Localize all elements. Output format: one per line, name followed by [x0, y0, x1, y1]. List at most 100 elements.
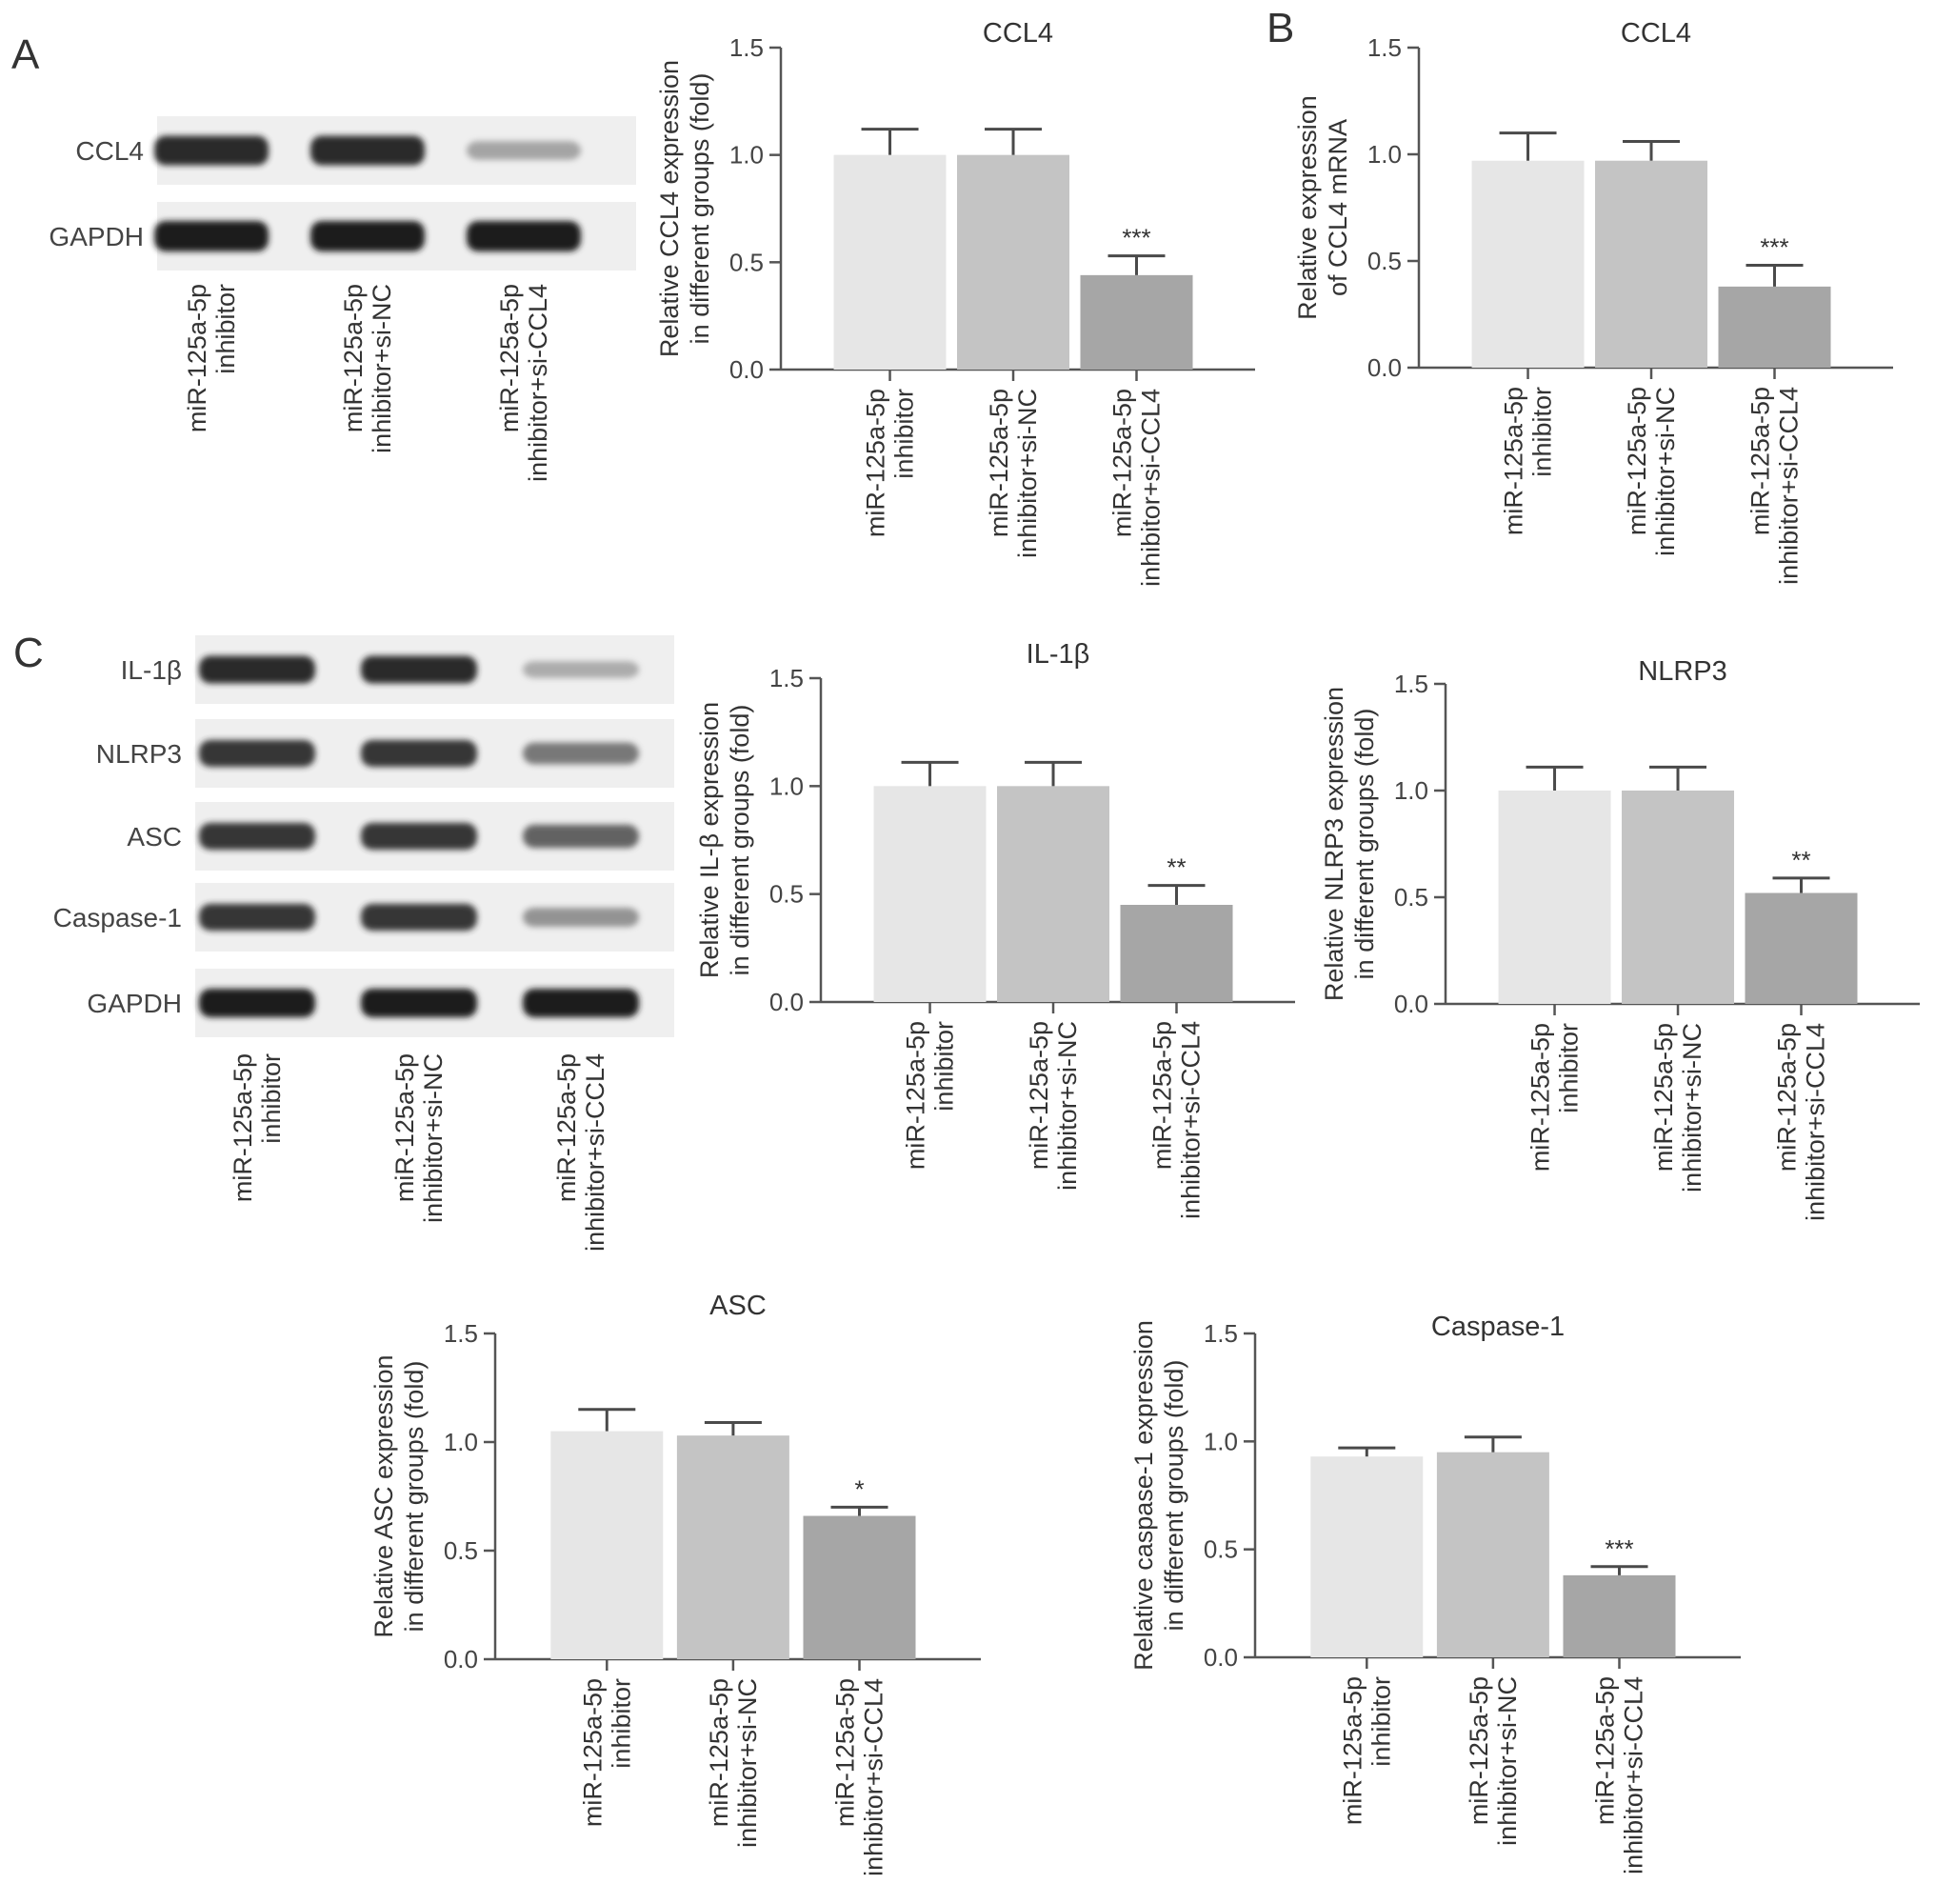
y-axis-label: Relative caspase-1 expressionin differen…	[1129, 1320, 1188, 1671]
bar	[1436, 1452, 1549, 1657]
y-tick-label: 1.5	[1204, 1319, 1238, 1348]
significance-marker: ***	[1122, 224, 1150, 252]
bar	[833, 154, 947, 370]
blot-row-label: GAPDH	[87, 989, 182, 1018]
blot-band	[361, 822, 477, 851]
blot-band	[361, 655, 477, 684]
y-tick-label: 1.5	[769, 664, 804, 692]
blot-lane-label: miR-125a-5pinhibitor	[183, 284, 240, 432]
bar	[1080, 274, 1193, 370]
y-tick-label: 0.5	[769, 880, 804, 909]
bar-charts: CCL4 0.0 0.5 1.0 1.5 Relative CCL4 expression…	[369, 18, 1920, 1876]
blot-band	[361, 989, 477, 1017]
bar	[550, 1431, 664, 1659]
x-tick-label: miR-125a-5pinhibitor	[1500, 387, 1557, 535]
western-blots: CCL4 GAPDH miR-125a-5pinhibitor miR-125a-5p…	[49, 116, 674, 1252]
blot-a: CCL4 GAPDH miR-125a-5pinhibitor miR-125a-5p…	[49, 116, 636, 482]
y-axis-label: Relative expressionof CCL4 mRNA	[1293, 95, 1352, 320]
chart-title: CCL4	[1621, 18, 1691, 49]
blot-band	[199, 739, 315, 768]
y-tick-label: 1.0	[769, 772, 804, 800]
blot-band	[523, 989, 639, 1017]
blot-lane-label: miR-125a-5pinhibitor+si-CCL4	[495, 284, 552, 482]
y-tick-label: 0.5	[1367, 247, 1402, 275]
chart-c-nlrp3: NLRP3 0.0 0.5 1.0 1.5 Relative NLRP3 expressi…	[1320, 656, 1920, 1221]
x-tick-label: miR-125a-5pinhibitor	[862, 389, 919, 537]
blot-band	[310, 221, 425, 251]
blot-row-label: GAPDH	[49, 222, 144, 251]
x-tick-label: miR-125a-5pinhibitor+si-CCL4	[1108, 389, 1166, 587]
y-tick-label: 0.5	[1204, 1535, 1238, 1564]
x-tick-label: miR-125a-5pinhibitor	[902, 1021, 959, 1170]
x-tick-label: miR-125a-5pinhibitor+si-CCL4	[1746, 387, 1804, 585]
chart-title: IL-1β	[1027, 639, 1090, 670]
chart-title: NLRP3	[1638, 656, 1727, 687]
blot-band	[523, 742, 639, 765]
blot-band	[523, 661, 639, 678]
y-tick-label: 0.0	[729, 355, 764, 384]
bar	[1745, 892, 1858, 1004]
blot-lane-label: miR-125a-5pinhibitor+si-CCL4	[552, 1053, 609, 1252]
x-tick-label: miR-125a-5pinhibitor	[1526, 1023, 1584, 1172]
blot-lane-label: miR-125a-5pinhibitor	[229, 1053, 286, 1202]
y-tick-label: 1.5	[729, 33, 764, 62]
y-tick-label: 1.5	[444, 1319, 478, 1348]
blot-band	[467, 221, 581, 251]
panel-label-b: B	[1267, 5, 1294, 51]
chart-b-ccl4: CCL4 0.0 0.5 1.0 1.5 Relative expressionof CC…	[1293, 18, 1893, 585]
y-tick-label: 0.0	[1394, 990, 1428, 1018]
blot-row-label: ASC	[127, 822, 182, 852]
x-tick-label: miR-125a-5pinhibitor+si-NC	[1649, 1023, 1706, 1193]
chart-c-casp1: Caspase-1 0.0 0.5 1.0 1.5 Relative caspase-1 …	[1129, 1312, 1741, 1874]
y-tick-label: 0.5	[444, 1536, 478, 1565]
y-tick-label: 1.0	[729, 141, 764, 170]
significance-marker: **	[1167, 853, 1186, 882]
significance-marker: **	[1791, 846, 1810, 874]
chart-c-il1b: IL-1β 0.0 0.5 1.0 1.5 Relative IL-β expressio…	[695, 639, 1295, 1219]
significance-marker: ***	[1605, 1534, 1633, 1563]
x-tick-label: miR-125a-5pinhibitor+si-CCL4	[1148, 1021, 1206, 1219]
blot-band	[467, 141, 581, 160]
significance-marker: *	[854, 1474, 864, 1503]
blot-row-label: IL-1β	[121, 655, 182, 685]
y-tick-label: 0.5	[1394, 883, 1428, 912]
panel-label-c: C	[13, 630, 44, 676]
y-axis-label: Relative CCL4 expressionin different gro…	[655, 60, 714, 357]
y-axis-label: Relative IL-β expressionin different gro…	[695, 702, 754, 978]
x-tick-label: miR-125a-5pinhibitor+si-CCL4	[1773, 1023, 1830, 1221]
blot-band	[199, 989, 315, 1017]
blot-band	[199, 655, 315, 684]
bar	[1622, 791, 1735, 1004]
y-tick-label: 1.5	[1394, 670, 1428, 698]
blot-band	[154, 221, 269, 251]
blot-band	[523, 907, 639, 928]
y-axis-label: Relative ASC expressionin different grou…	[369, 1354, 429, 1637]
x-tick-label: miR-125a-5pinhibitor+si-NC	[1465, 1676, 1522, 1846]
panel-labels: A B C	[11, 5, 1294, 676]
x-tick-label: miR-125a-5pinhibitor+si-NC	[1623, 387, 1680, 556]
blot-band	[523, 824, 639, 849]
blot-lane-label: miR-125a-5pinhibitor+si-NC	[339, 284, 396, 453]
bar	[1471, 160, 1585, 368]
blot-row-label: Caspase-1	[53, 903, 182, 932]
y-tick-label: 1.0	[444, 1428, 478, 1456]
bar	[1498, 791, 1611, 1004]
chart-c-asc: ASC 0.0 0.5 1.0 1.5 Relative ASC expressionin…	[369, 1291, 981, 1876]
blot-c: IL-1β NLRP3 ASC Caspase-1 GAPDH miR-125a-5pin…	[53, 635, 674, 1252]
blot-band	[361, 739, 477, 768]
bar	[873, 786, 987, 1002]
bar	[676, 1435, 789, 1659]
x-tick-label: miR-125a-5pinhibitor+si-CCL4	[1591, 1676, 1648, 1874]
y-axis-label: Relative NLRP3 expressionin different gr…	[1320, 687, 1379, 1001]
x-tick-label: miR-125a-5pinhibitor+si-CCL4	[831, 1678, 888, 1876]
blot-row-label: CCL4	[75, 136, 144, 166]
x-tick-label: miR-125a-5pinhibitor+si-NC	[705, 1678, 762, 1848]
chart-a-ccl4: CCL4 0.0 0.5 1.0 1.5 Relative CCL4 expression…	[655, 18, 1255, 587]
blot-band	[361, 903, 477, 932]
x-tick-label: miR-125a-5pinhibitor+si-NC	[985, 389, 1042, 558]
chart-title: CCL4	[983, 18, 1053, 49]
bar	[1310, 1456, 1424, 1657]
x-tick-label: miR-125a-5pinhibitor	[578, 1678, 635, 1827]
bar	[1595, 160, 1708, 368]
